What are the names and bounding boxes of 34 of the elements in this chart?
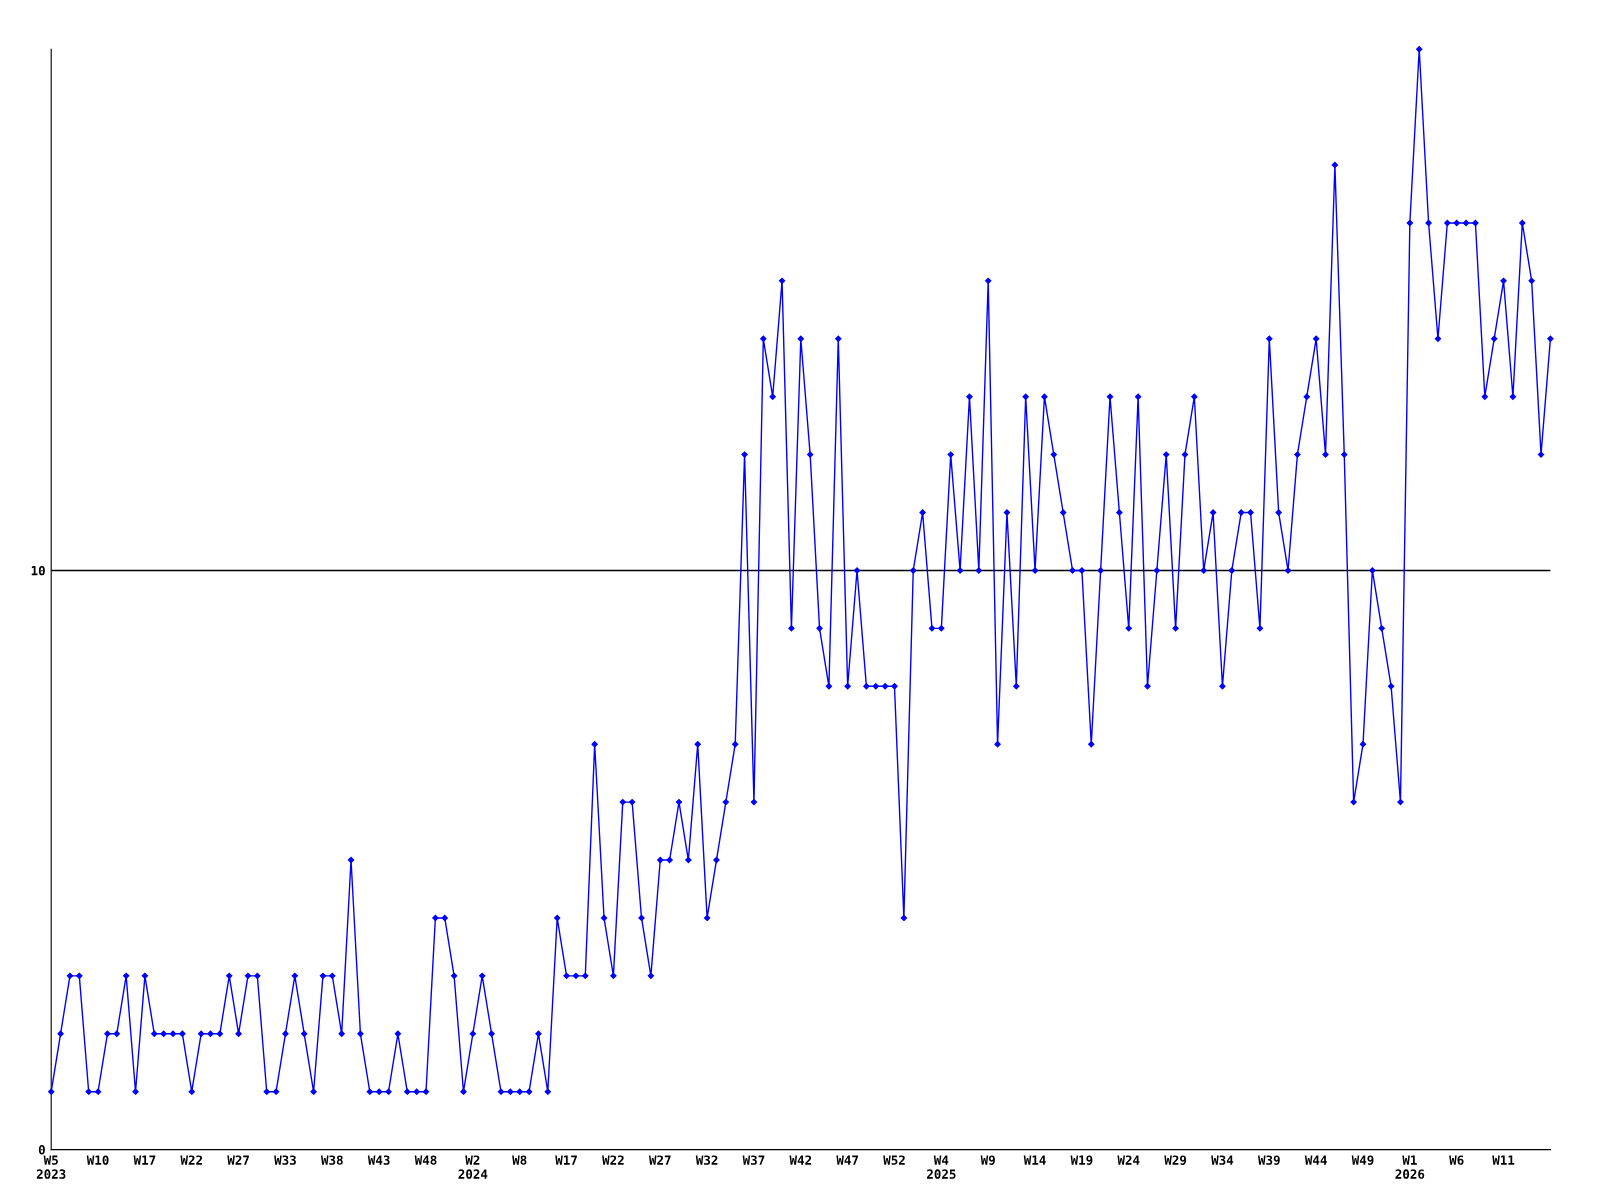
x-tick-label: W2 2024 — [458, 1155, 488, 1179]
x-tick-label: W17 — [555, 1155, 577, 1165]
x-tick-label: W29 — [1164, 1155, 1187, 1165]
x-tick-label: W27 — [227, 1155, 249, 1165]
x-tick-label: W49 — [1351, 1155, 1374, 1165]
x-tick-label: W24 — [1117, 1155, 1140, 1165]
x-tick-label: W5 2023 — [36, 1155, 66, 1179]
x-tick-label: W52 — [883, 1155, 905, 1165]
y-tick-label: 0 — [38, 1145, 45, 1155]
x-tick-label: W32 — [695, 1155, 718, 1165]
x-tick-label: W39 — [1258, 1155, 1280, 1165]
x-tick-label: W22 — [602, 1155, 624, 1165]
x-tick-label: W38 — [321, 1155, 343, 1165]
x-tick-label: W8 — [512, 1155, 527, 1165]
x-tick-label: W9 — [980, 1155, 995, 1165]
y-tick-label: 10 — [31, 565, 45, 576]
x-tick-label: W22 — [180, 1155, 202, 1165]
x-tick-label: W19 — [1070, 1155, 1093, 1165]
x-tick-label: W6 — [1449, 1155, 1464, 1165]
x-tick-label: W27 — [648, 1155, 671, 1165]
x-tick-label: W42 — [789, 1155, 812, 1165]
x-tick-label: W11 — [1492, 1155, 1515, 1165]
x-tick-label: W10 — [86, 1155, 109, 1165]
x-tick-label: W37 — [742, 1155, 765, 1165]
x-tick-label: W33 — [274, 1155, 296, 1165]
x-tick-label: W17 — [133, 1155, 156, 1165]
x-tick-label: W34 — [1211, 1155, 1234, 1165]
x-tick-label: W1 2026 — [1395, 1155, 1425, 1179]
x-tick-label: W43 — [367, 1155, 390, 1165]
x-tick-label: W48 — [414, 1155, 437, 1165]
x-tick-label: W47 — [836, 1155, 858, 1165]
x-tick-label: W14 — [1023, 1155, 1046, 1165]
x-tick-label: W44 — [1304, 1155, 1327, 1165]
x-tick-label: W4 2025 — [927, 1155, 956, 1179]
